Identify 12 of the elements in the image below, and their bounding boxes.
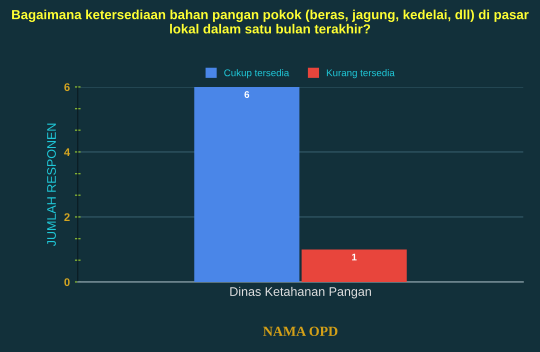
y-axis-title: JUMLAH RESPONEN (47, 124, 56, 246)
x-tick-label: Dinas Ketahanan Pangan (230, 286, 371, 298)
data-label: 6 (244, 91, 250, 98)
y-tick-label: 0 (64, 278, 70, 286)
x-axis-title: NAMA OPD (263, 326, 338, 336)
y-tick-label: 2 (64, 213, 70, 221)
data-label: 1 (352, 254, 357, 260)
y-tick-label: 4 (64, 148, 70, 156)
chart-title: Bagaimana ketersediaan bahan pangan pokok (beras, jagung, kedelai, dll) di pasar lokal dalam satu bulan terakhir? (12, 10, 529, 34)
y-tick-label: 6 (64, 83, 70, 92)
legend-label: Cukup tersedia (224, 69, 290, 78)
legend-label: Kurang tersedia (326, 69, 395, 78)
